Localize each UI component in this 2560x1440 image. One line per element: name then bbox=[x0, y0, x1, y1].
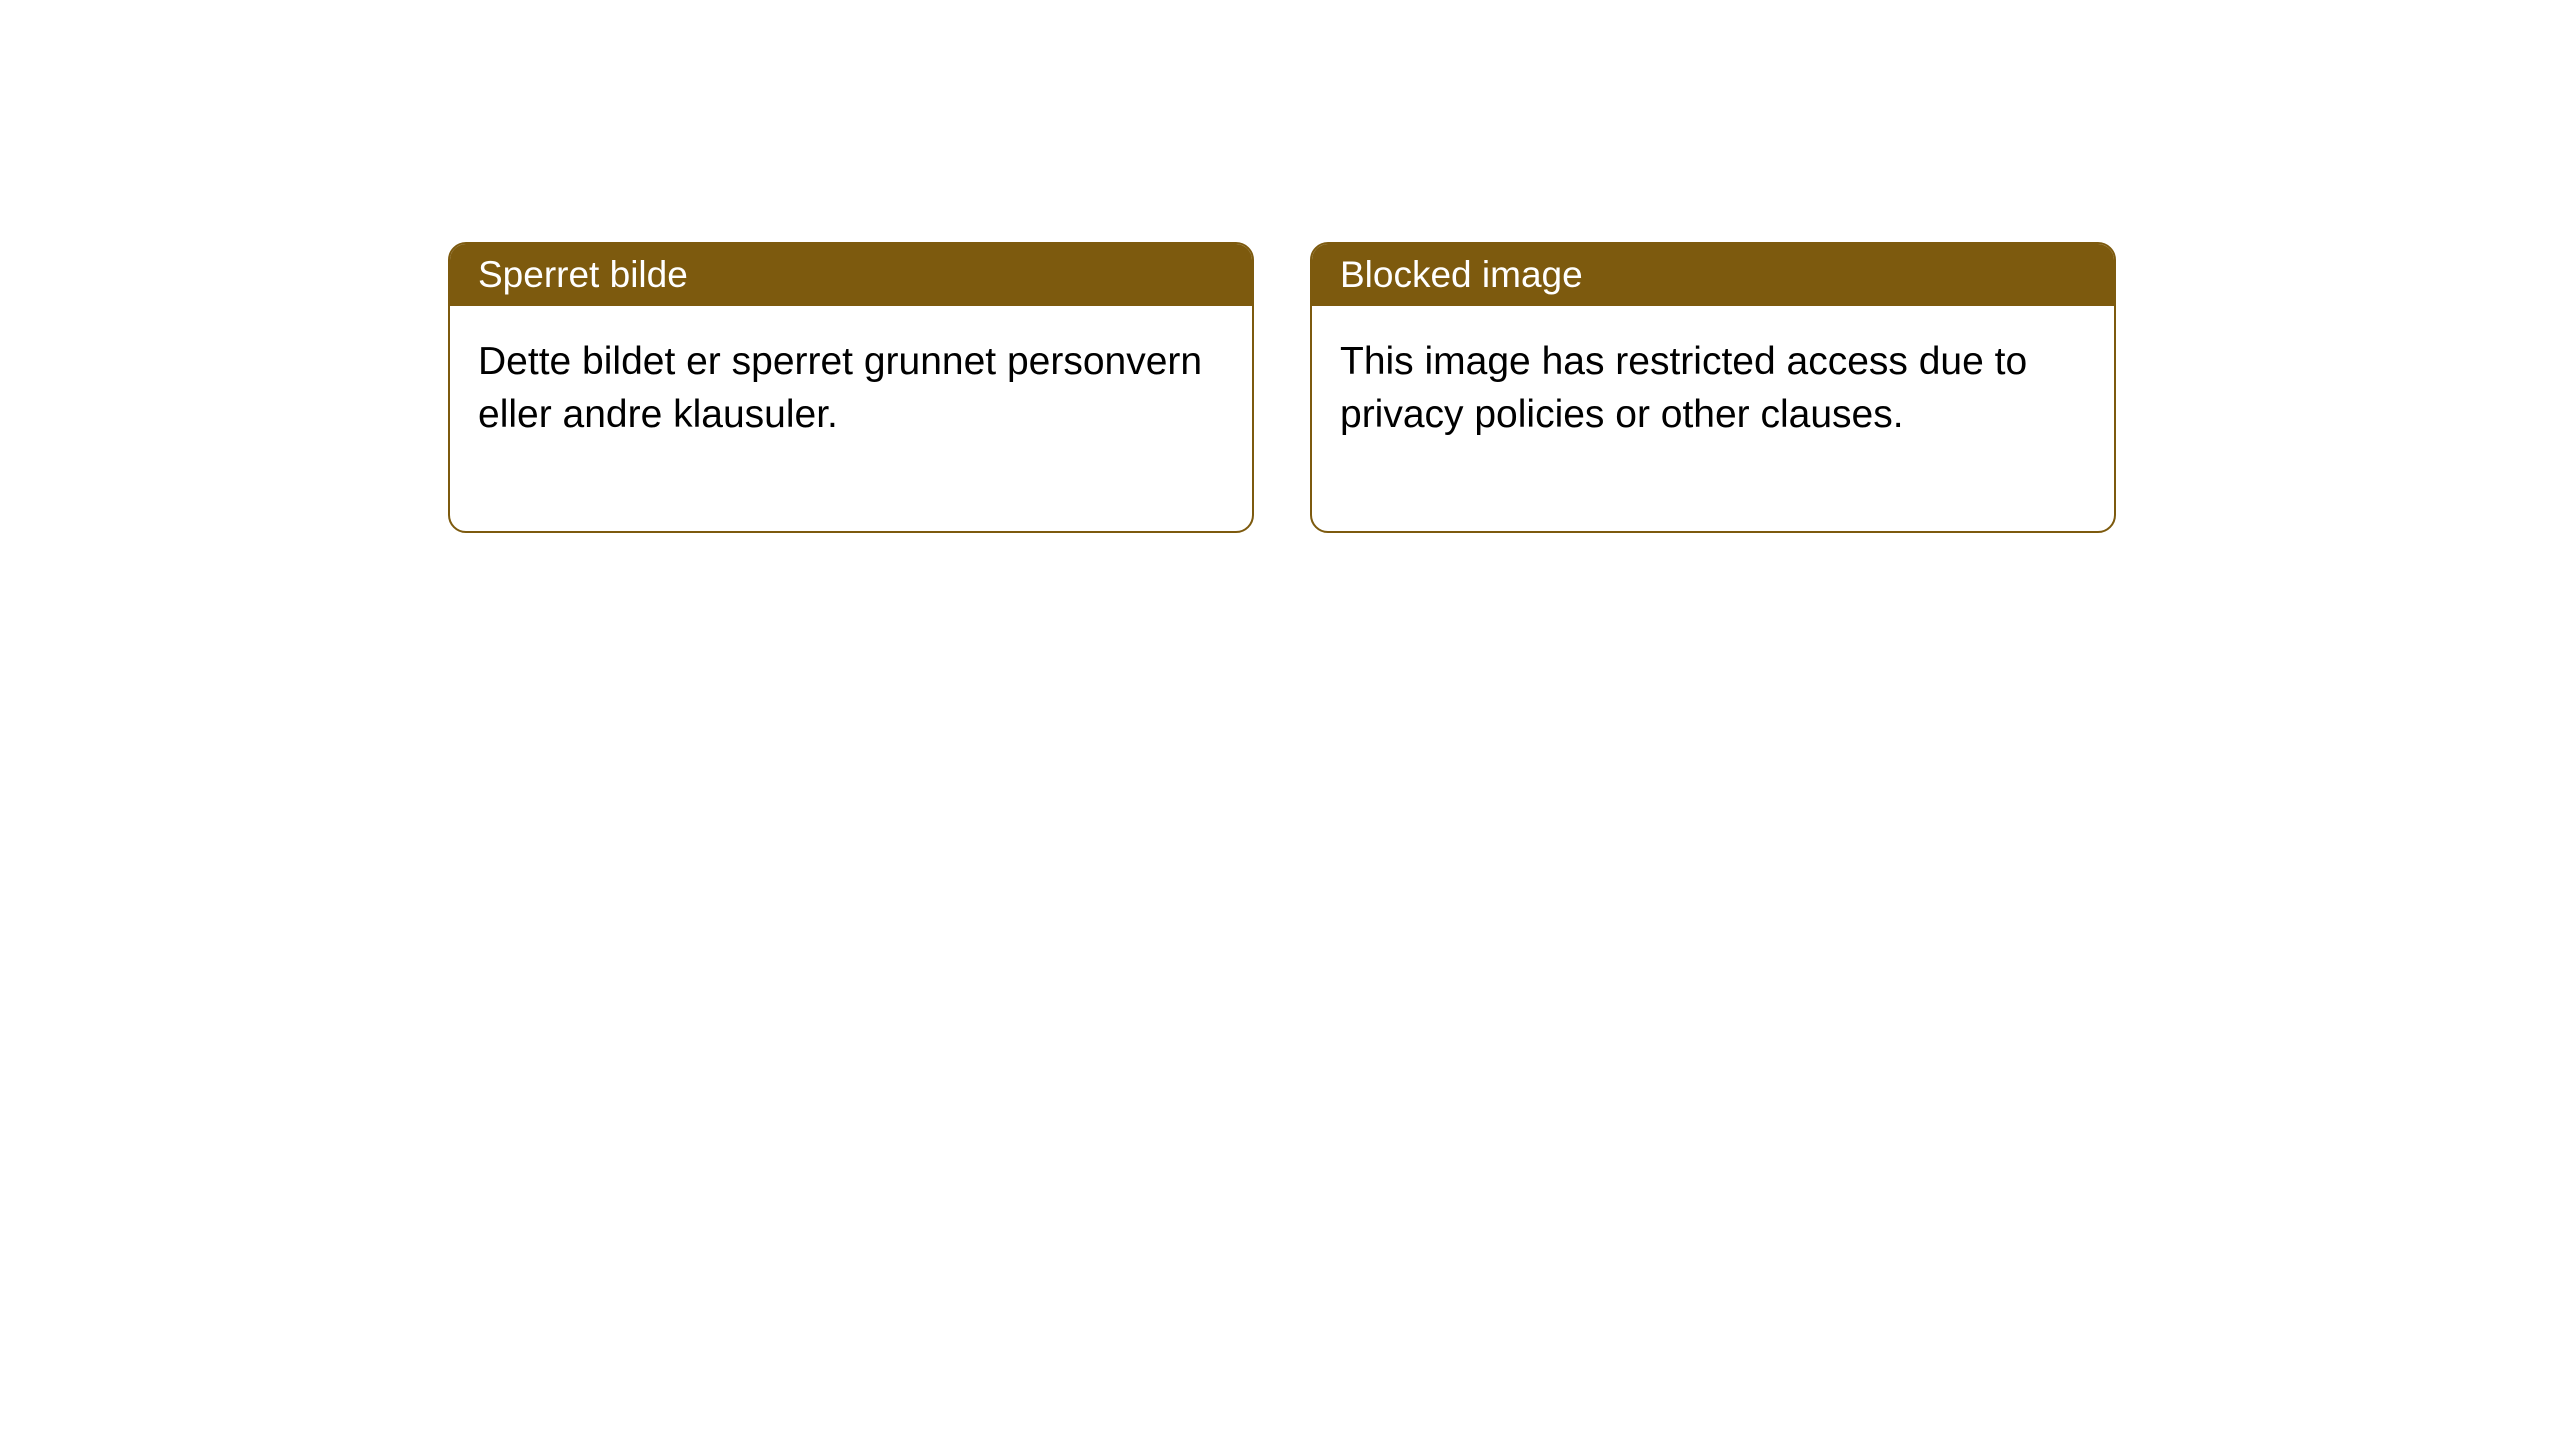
notice-title-norwegian: Sperret bilde bbox=[450, 244, 1252, 306]
notice-card-norwegian: Sperret bilde Dette bildet er sperret gr… bbox=[448, 242, 1254, 533]
notice-body-english: This image has restricted access due to … bbox=[1312, 306, 2114, 531]
notice-container: Sperret bilde Dette bildet er sperret gr… bbox=[448, 242, 2116, 533]
notice-body-norwegian: Dette bildet er sperret grunnet personve… bbox=[450, 306, 1252, 531]
notice-title-english: Blocked image bbox=[1312, 244, 2114, 306]
notice-card-english: Blocked image This image has restricted … bbox=[1310, 242, 2116, 533]
